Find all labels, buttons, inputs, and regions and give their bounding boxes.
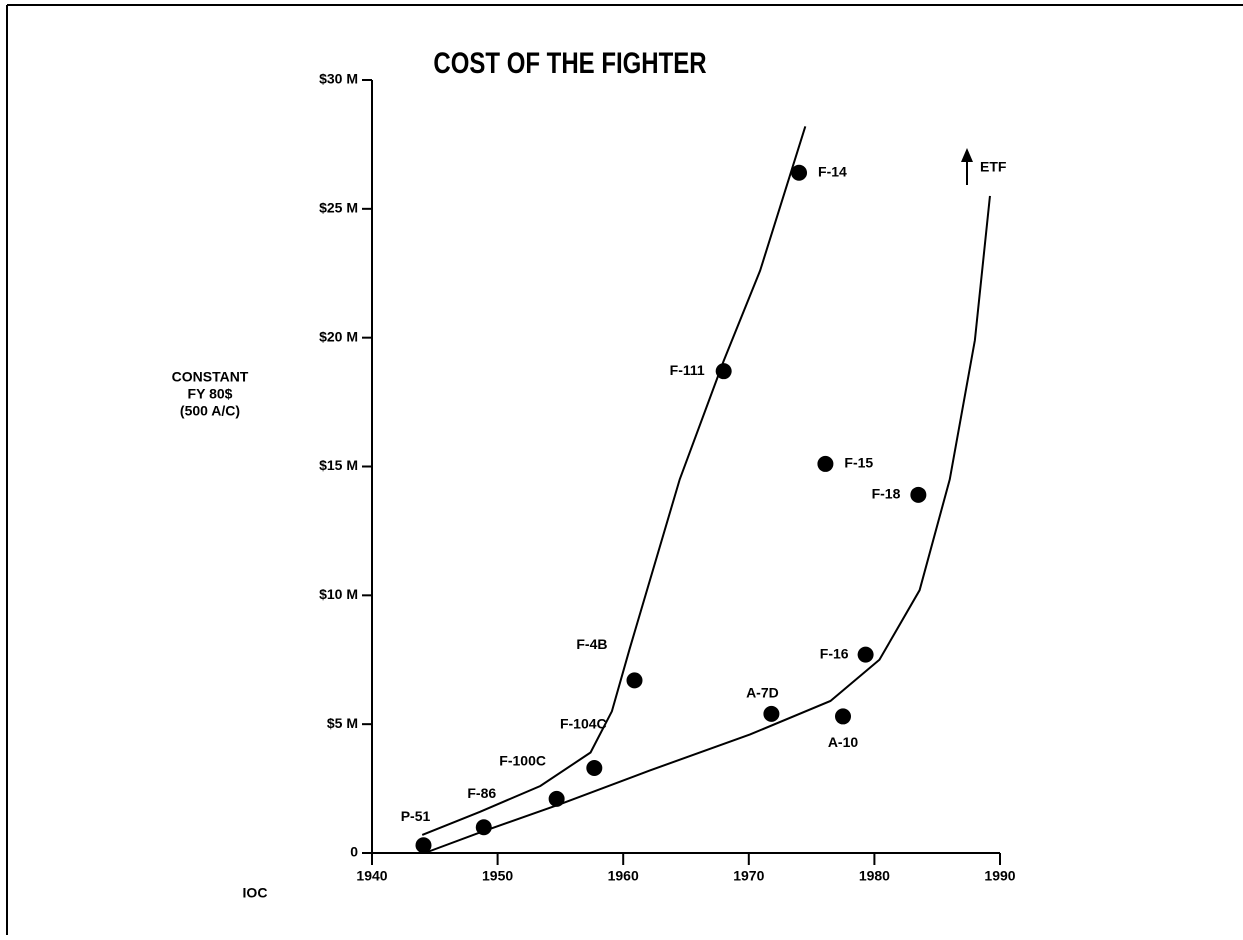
data-point: [715, 363, 732, 380]
data-point: [475, 819, 492, 836]
y-tick-label: $5 M: [327, 715, 358, 731]
y-tick-label: 0: [350, 844, 358, 860]
point-label: F-4B: [576, 636, 607, 652]
point-label: F-100C: [499, 753, 546, 769]
data-point: [817, 455, 834, 472]
data-point: [910, 486, 927, 503]
data-point: [791, 164, 808, 181]
y-tick-label: $10 M: [319, 586, 358, 602]
data-point: [415, 837, 432, 854]
chart-title: COST OF THE FIGHTER: [433, 45, 707, 79]
data-point: [835, 708, 851, 725]
trend-line: [424, 195, 991, 854]
point-label: F-15: [844, 455, 873, 471]
point-label: F-18: [872, 486, 901, 502]
data-point: [857, 646, 874, 663]
y-tick-label: $25 M: [319, 200, 358, 216]
point-label: F-104C: [560, 716, 607, 732]
point-label: A-7D: [746, 685, 779, 701]
point-label: P-51: [401, 808, 431, 824]
x-tick-label: 1950: [482, 868, 513, 884]
x-tick-label: 1940: [356, 868, 387, 884]
y-tick-label: $30 M: [319, 71, 358, 87]
data-point: [548, 790, 565, 807]
y-tick-label: $20 M: [319, 328, 358, 344]
y-tick-label: $15 M: [319, 457, 358, 473]
x-tick-label: 1990: [984, 868, 1015, 884]
point-label: F-111: [670, 362, 705, 378]
x-tick-label: 1970: [733, 868, 764, 884]
point-label: F-16: [820, 645, 849, 661]
point-label: F-86: [467, 785, 496, 801]
x-tick-label: 1960: [608, 868, 639, 884]
data-point: [586, 759, 603, 776]
x-axis-label: IOC: [243, 885, 268, 901]
annotation: ETF: [980, 159, 1007, 175]
x-tick-label: 1980: [859, 868, 890, 884]
data-point: [763, 705, 780, 722]
trend-line: [421, 126, 807, 836]
y-axis-label: CONSTANT: [172, 369, 249, 385]
y-axis-label: (500 A/C): [180, 403, 240, 419]
y-axis-label: FY 80$: [188, 386, 233, 402]
data-point: [626, 672, 643, 689]
etf-arrow-head: [961, 148, 973, 162]
point-label: A-10: [828, 734, 859, 750]
point-label: F-14: [818, 163, 847, 179]
